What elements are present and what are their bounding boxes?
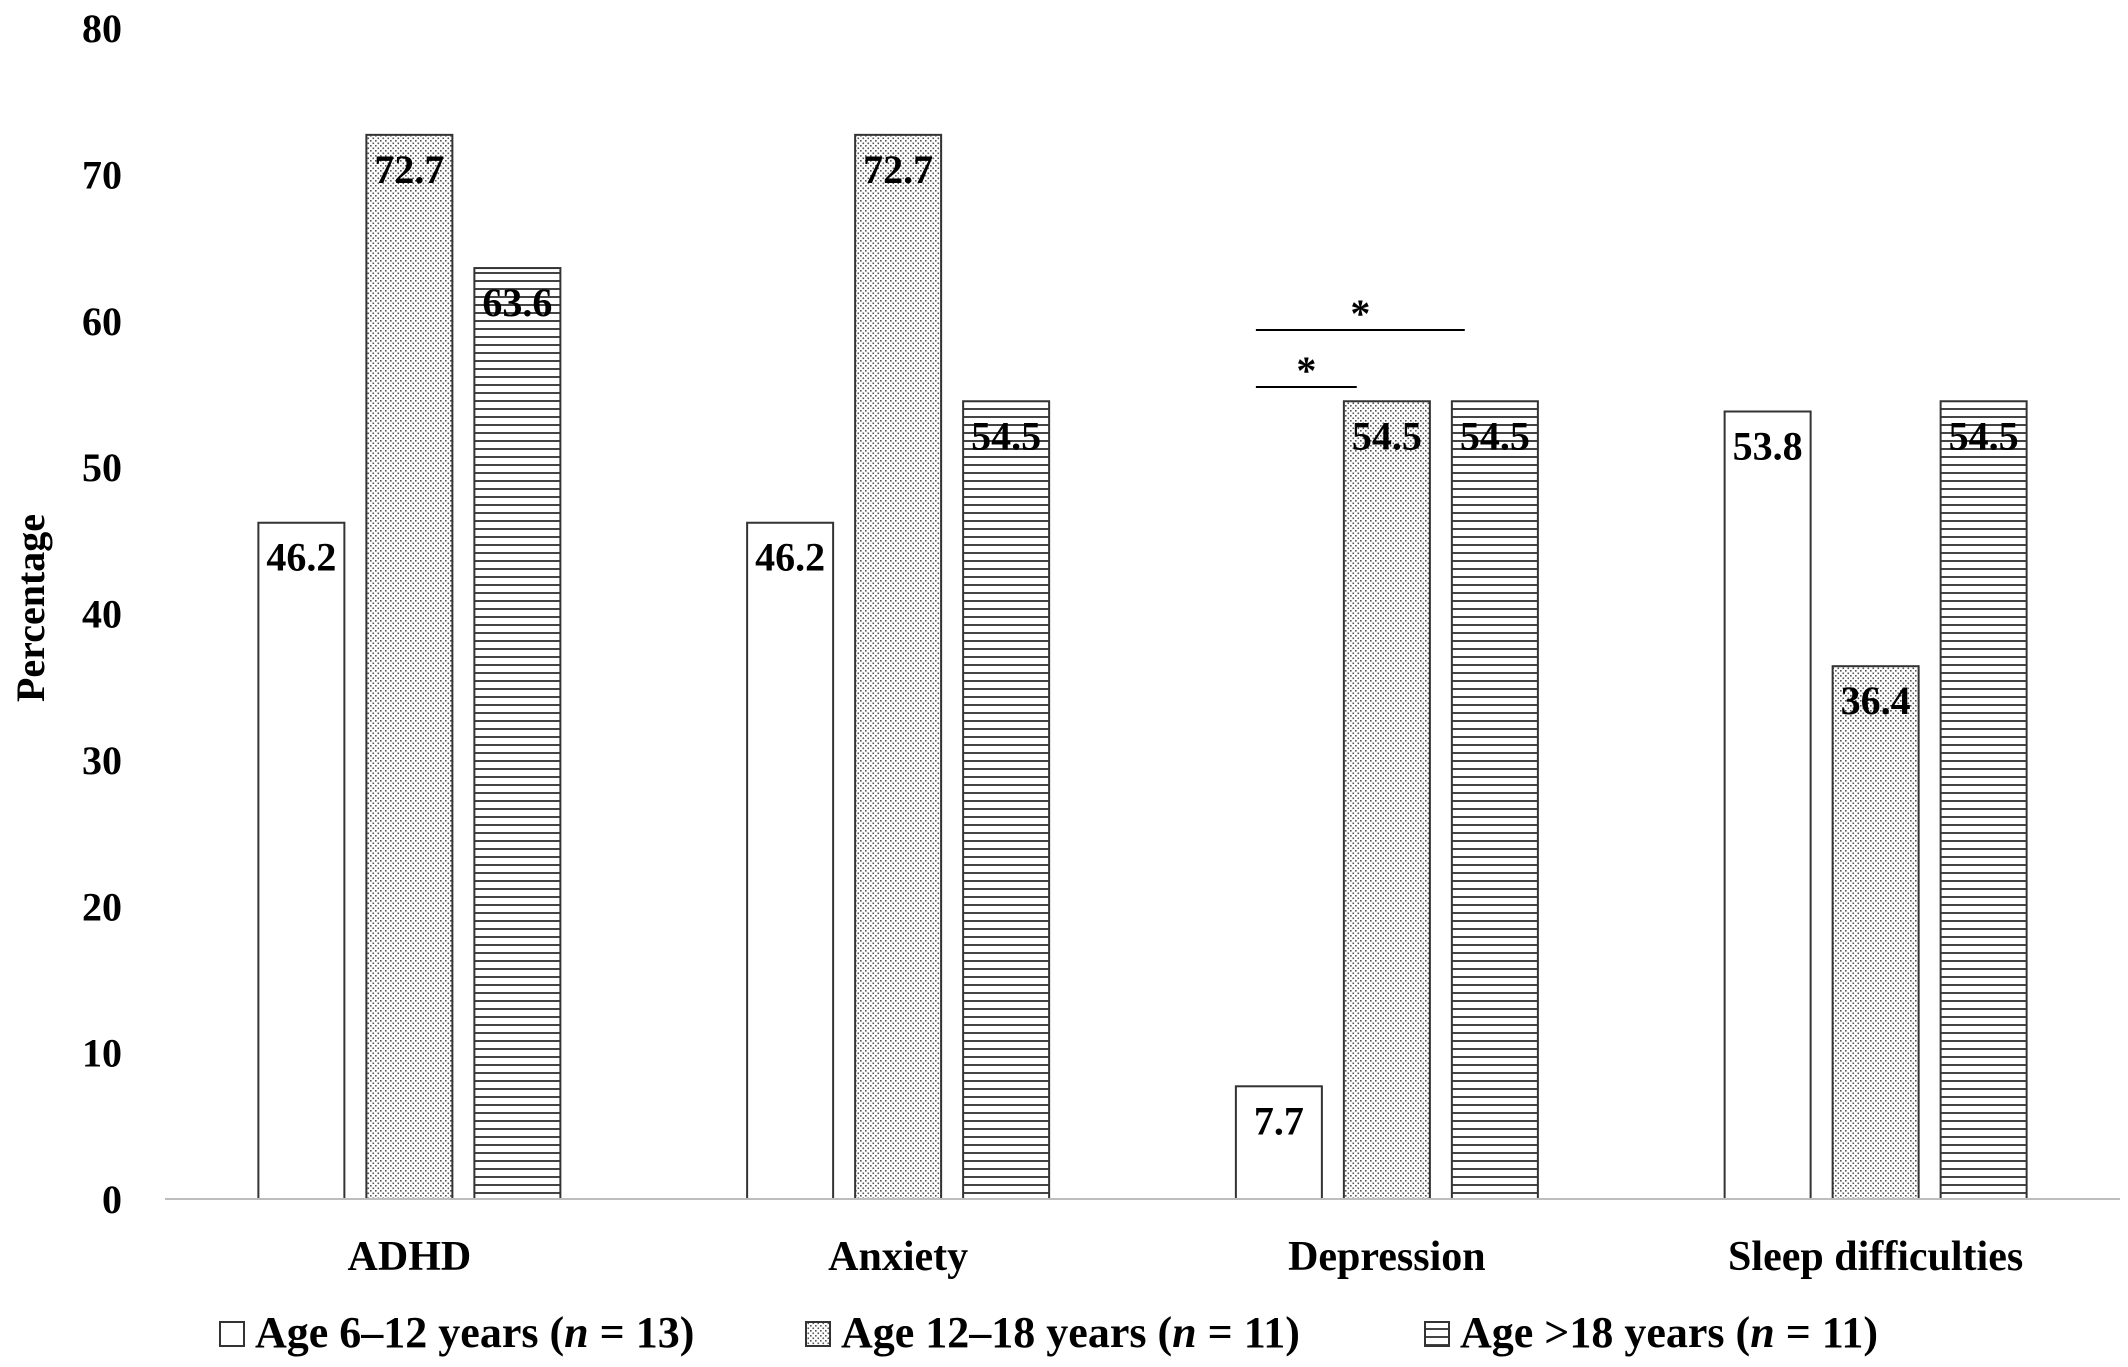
bar [1450,400,1539,1201]
data-label: 72.7 [863,147,933,192]
data-label: 7.7 [1254,1098,1304,1143]
significance-star: * [1350,291,1370,336]
data-label: 54.5 [1352,413,1422,458]
data-labels: 46.2 46.2 7.7 53.8 72.7 72.7 54.5 36.4 63.6 54.5 5… [266,147,2018,1143]
bar [257,521,346,1200]
data-label: 36.4 [1841,678,1911,723]
y-tick-label: 60 [82,299,122,344]
y-tick-label: 70 [82,152,122,197]
bar [1831,665,1920,1200]
data-label: 72.7 [374,147,444,192]
legend-swatch [219,1321,245,1347]
y-tick-label: 10 [82,1031,122,1076]
bar [365,133,454,1200]
data-label: 54.5 [1949,413,2019,458]
data-label: 63.6 [482,280,552,325]
bar [962,400,1051,1201]
bar [1234,1085,1323,1201]
y-axis-title: Percentage [8,514,53,702]
data-label: 54.5 [1460,413,1530,458]
bar [1723,410,1812,1200]
y-tick-label: 30 [82,738,122,783]
y-tick-label: 50 [82,445,122,490]
category-label: Depression [1288,1234,1486,1280]
significance-annotations: ** [1255,291,1465,393]
legend-swatch [1424,1321,1450,1347]
y-tick-label: 0 [102,1177,122,1222]
y-tick-label: 20 [82,884,122,929]
category-label: ADHD [348,1234,472,1280]
bar-series [257,133,2028,1201]
bar [746,521,835,1200]
bar [473,267,562,1200]
data-label: 46.2 [755,535,825,580]
category-label: Sleep difficulties [1728,1234,2023,1280]
data-label: 54.5 [971,413,1041,458]
legend-entry: Age 12–18 years (n = 11) [841,1308,1300,1357]
data-label: 46.2 [266,535,336,580]
legend: Age 6–12 years (n = 13) Age 12–18 years (… [219,1308,1878,1357]
bar [1342,400,1431,1201]
y-tick-label: 80 [82,6,122,51]
y-tick-label: 40 [82,592,122,637]
bar [854,133,943,1200]
bar [1939,400,2028,1201]
legend-entry: Age 6–12 years (n = 13) [255,1308,694,1357]
category-label: Anxiety [828,1234,968,1280]
legend-entry: Age >18 years (n = 11) [1460,1308,1878,1357]
legend-swatch [805,1321,831,1347]
category-labels: ADHD Anxiety Depression Sleep difficulties [348,1234,2024,1280]
data-label: 53.8 [1733,424,1803,469]
y-axis-ticks: 0 10 20 30 40 50 60 70 80 [82,6,122,1222]
significance-star: * [1296,348,1316,393]
